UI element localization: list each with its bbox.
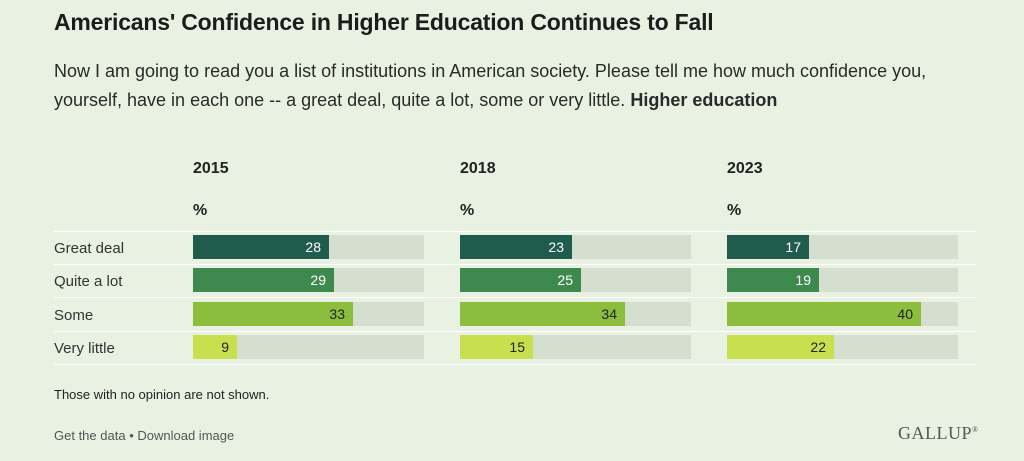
column-unit-label: %	[460, 202, 475, 219]
bar	[193, 302, 353, 326]
bar	[727, 302, 921, 326]
bar	[193, 268, 334, 292]
bar	[460, 268, 581, 292]
bar-value-label: 25	[557, 272, 573, 288]
bar-value-label: 28	[305, 239, 321, 255]
row-divider	[54, 297, 976, 298]
bar-value-label: 9	[221, 339, 229, 355]
gallup-logo: GALLUP®	[898, 423, 979, 444]
column-year-header: 2023	[727, 160, 763, 177]
bar	[727, 335, 834, 359]
footer-links: Get the data • Download image	[54, 428, 234, 443]
subtitle-question: Now I am going to read you a list of ins…	[54, 61, 927, 110]
bar-value-label: 22	[810, 339, 826, 355]
bar-track: 19	[727, 268, 958, 292]
row-label: Very little	[54, 340, 115, 357]
bar-track: 17	[727, 235, 958, 259]
bar-track: 22	[727, 335, 958, 359]
bar	[460, 335, 533, 359]
row-label: Some	[54, 307, 94, 324]
column-unit-label: %	[193, 202, 208, 219]
page-title: Americans' Confidence in Higher Educatio…	[54, 9, 714, 35]
download-image-link[interactable]: Download image	[137, 428, 235, 443]
bar-track: 15	[460, 335, 691, 359]
bar-value-label: 17	[785, 239, 801, 255]
row-divider	[54, 364, 976, 365]
row-label: Quite a lot	[54, 273, 123, 290]
row-divider	[54, 231, 976, 232]
bar	[193, 335, 237, 359]
bar	[193, 235, 329, 259]
row-label: Great deal	[54, 240, 125, 257]
footer-separator: •	[129, 428, 134, 443]
bar-track: 28	[193, 235, 424, 259]
bar	[727, 235, 809, 259]
bar	[460, 302, 625, 326]
bar-value-label: 33	[329, 306, 345, 322]
get-data-link[interactable]: Get the data	[54, 428, 126, 443]
bar-track: 23	[460, 235, 691, 259]
bar	[460, 235, 572, 259]
bar-value-label: 23	[548, 239, 564, 255]
footnote: Those with no opinion are not shown.	[54, 387, 270, 402]
bar-value-label: 40	[897, 306, 913, 322]
bar-value-label: 29	[310, 272, 326, 288]
column-unit-label: %	[727, 202, 742, 219]
bar-track: 34	[460, 302, 691, 326]
bar-track: 25	[460, 268, 691, 292]
bar-track: 33	[193, 302, 424, 326]
logo-registered-mark: ®	[972, 425, 979, 434]
bar-track: 9	[193, 335, 424, 359]
bar-value-label: 34	[601, 306, 617, 322]
bar	[727, 268, 819, 292]
subtitle: Now I am going to read you a list of ins…	[54, 57, 984, 115]
subtitle-topic: Higher education	[630, 90, 778, 110]
bar-track: 29	[193, 268, 424, 292]
bar-value-label: 19	[795, 272, 811, 288]
column-year-header: 2018	[460, 160, 496, 177]
logo-text: GALLUP	[898, 423, 972, 443]
row-divider	[54, 264, 976, 265]
bar-track: 40	[727, 302, 958, 326]
column-year-header: 2015	[193, 160, 229, 177]
row-divider	[54, 331, 976, 332]
bar-value-label: 15	[509, 339, 525, 355]
